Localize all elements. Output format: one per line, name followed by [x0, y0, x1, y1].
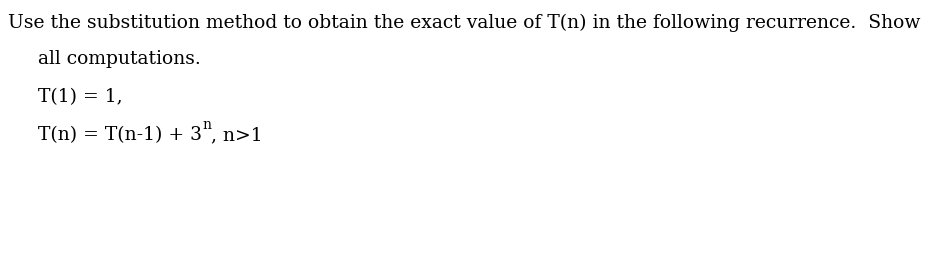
Text: T(1) = 1,: T(1) = 1, — [38, 88, 123, 106]
Text: n: n — [202, 118, 211, 132]
Text: Use the substitution method to obtain the exact value of T(n) in the following r: Use the substitution method to obtain th… — [8, 14, 921, 32]
Text: all computations.: all computations. — [38, 50, 201, 68]
Text: , n>1: , n>1 — [211, 126, 263, 144]
Text: T(n) = T(n-1) + 3: T(n) = T(n-1) + 3 — [38, 126, 202, 144]
